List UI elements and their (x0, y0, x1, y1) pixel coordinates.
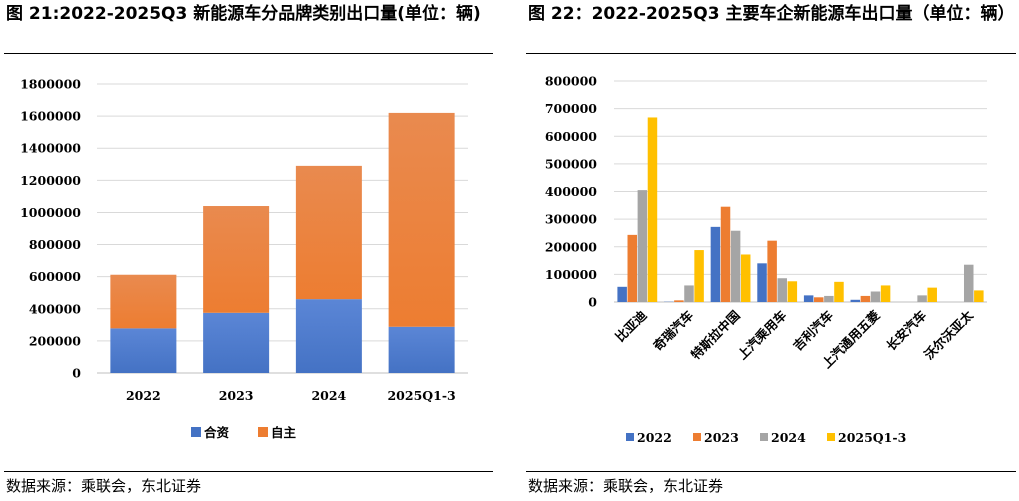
legend-swatch-合资 (191, 427, 201, 437)
bar-2024-奇瑞汽车 (684, 285, 694, 302)
legend-swatch-2025Q1-3 (827, 433, 835, 441)
bar-domestic-2025Q1-3 (388, 112, 455, 327)
x-tick-label: 沃尔沃亚太 (921, 307, 976, 362)
y-tick-label: 300000 (545, 212, 597, 227)
left-source-rule (4, 471, 493, 472)
y-tick-label: 700000 (545, 101, 597, 116)
right-title-rule (526, 53, 1016, 54)
bar-2024-沃尔沃亚太 (963, 264, 974, 302)
bar-2024-上汽乘用车 (777, 278, 787, 302)
left-source-note: 数据来源：乘联会，东北证券 (6, 477, 202, 495)
y-tick-label: 1400000 (20, 141, 81, 156)
legend-label-自主: 自主 (271, 425, 297, 440)
bar-2024-比亚迪 (637, 190, 648, 302)
y-tick-label: 600000 (545, 129, 597, 144)
bar-2022-上汽通用五菱 (850, 299, 861, 302)
x-tick-label: 2025Q1-3 (387, 388, 455, 403)
legend-label-2023: 2023 (704, 430, 739, 445)
legend-swatch-2023 (693, 433, 701, 441)
legend-swatch-2022 (626, 433, 634, 441)
x-tick-label: 长安汽车 (883, 307, 929, 353)
bar-2025Q1-3-上汽乘用车 (787, 281, 798, 302)
legend-label-合资: 合资 (204, 425, 230, 440)
y-tick-label: 1000000 (20, 205, 81, 220)
left-chart-panel: 图 21:2022-2025Q3 新能源车分品牌类别出口量(单位：辆) 0 200… (0, 0, 495, 501)
y-tick-label: 0 (72, 366, 81, 381)
x-tick-label: 2024 (311, 388, 346, 403)
bar-jv-2022 (110, 328, 177, 373)
bar-2025Q1-3-吉利汽车 (834, 281, 844, 302)
x-tick-label: 吉利汽车 (790, 307, 836, 353)
bar-2025Q1-3-长安汽车 (927, 287, 937, 302)
bar-2024-上汽通用五菱 (870, 291, 881, 302)
y-tick-label: 800000 (29, 237, 81, 252)
bar-2024-长安汽车 (917, 295, 927, 302)
bar-jv-2024 (295, 299, 362, 373)
bar-domestic-2023 (203, 206, 270, 313)
bar-2025Q1-3-比亚迪 (647, 117, 658, 302)
y-tick-label: 200000 (545, 239, 597, 254)
bar-2023-上汽通用五菱 (860, 295, 871, 302)
bar-2025Q1-3-奇瑞汽车 (694, 250, 704, 302)
y-tick-label: 1200000 (20, 173, 81, 188)
right-source-note: 数据来源：乘联会，东北证券 (528, 477, 724, 495)
right-chart-panel: 图 22：2022-2025Q3 主要车企新能源车出口量（单位：辆） 0 1000… (522, 0, 1019, 501)
legend-label-2025Q1-3: 2025Q1-3 (838, 430, 906, 445)
bar-jv-2025Q1-3 (388, 326, 455, 373)
bar-domestic-2024 (295, 165, 362, 300)
legend-label-2022: 2022 (637, 430, 672, 445)
y-tick-label: 500000 (545, 156, 597, 171)
bar-2022-特斯拉中国 (710, 226, 721, 302)
x-tick-label: 特斯拉中国 (688, 308, 743, 363)
legend-swatch-自主 (258, 427, 268, 437)
x-tick-label: 2022 (126, 388, 161, 403)
x-tick-label: 2023 (219, 388, 254, 403)
bar-2022-上汽乘用车 (757, 263, 767, 302)
y-tick-label: 0 (588, 295, 597, 310)
y-tick-label: 1600000 (20, 109, 81, 124)
bar-2024-吉利汽车 (824, 295, 834, 302)
legend-swatch-2024 (760, 433, 768, 441)
left-stacked-bar-chart: 0 200000 400000 600000 800000 1000000 1200000 1… (20, 77, 468, 440)
y-tick-label: 100000 (545, 267, 597, 282)
right-grouped-bar-chart: 0 100000 200000 300000 400000 500000 600000 700… (545, 74, 987, 445)
bar-2023-上汽乘用车 (767, 240, 777, 302)
bar-2023-吉利汽车 (814, 297, 824, 302)
bar-2023-特斯拉中国 (720, 206, 731, 302)
bar-domestic-2022 (110, 274, 177, 329)
x-tick-label: 上汽乘用车 (734, 307, 789, 362)
y-tick-label: 200000 (29, 333, 81, 348)
legend-label-2024: 2024 (771, 430, 806, 445)
bar-2024-特斯拉中国 (730, 230, 741, 302)
x-tick-label: 比亚迪 (612, 307, 649, 344)
y-tick-label: 400000 (29, 301, 81, 316)
bar-2025Q1-3-上汽通用五菱 (880, 285, 891, 302)
bar-2022-吉利汽车 (803, 295, 814, 302)
right-source-rule (526, 471, 1016, 472)
y-tick-label: 600000 (29, 269, 81, 284)
right-chart-title: 图 22：2022-2025Q3 主要车企新能源车出口量（单位：辆） (528, 4, 1015, 24)
bar-2023-比亚迪 (627, 234, 638, 302)
left-title-rule (4, 53, 493, 54)
y-tick-label: 800000 (545, 74, 597, 89)
y-tick-label: 400000 (545, 184, 597, 199)
bar-jv-2023 (203, 312, 270, 373)
bar-2025Q1-3-沃尔沃亚太 (974, 290, 984, 302)
x-tick-label: 奇瑞汽车 (650, 307, 696, 353)
bar-2025Q1-3-特斯拉中国 (740, 254, 751, 302)
bar-2023-奇瑞汽车 (674, 300, 684, 302)
bar-2022-比亚迪 (617, 286, 627, 302)
y-tick-label: 1800000 (20, 77, 81, 92)
left-chart-title: 图 21:2022-2025Q3 新能源车分品牌类别出口量(单位：辆) (6, 4, 481, 24)
